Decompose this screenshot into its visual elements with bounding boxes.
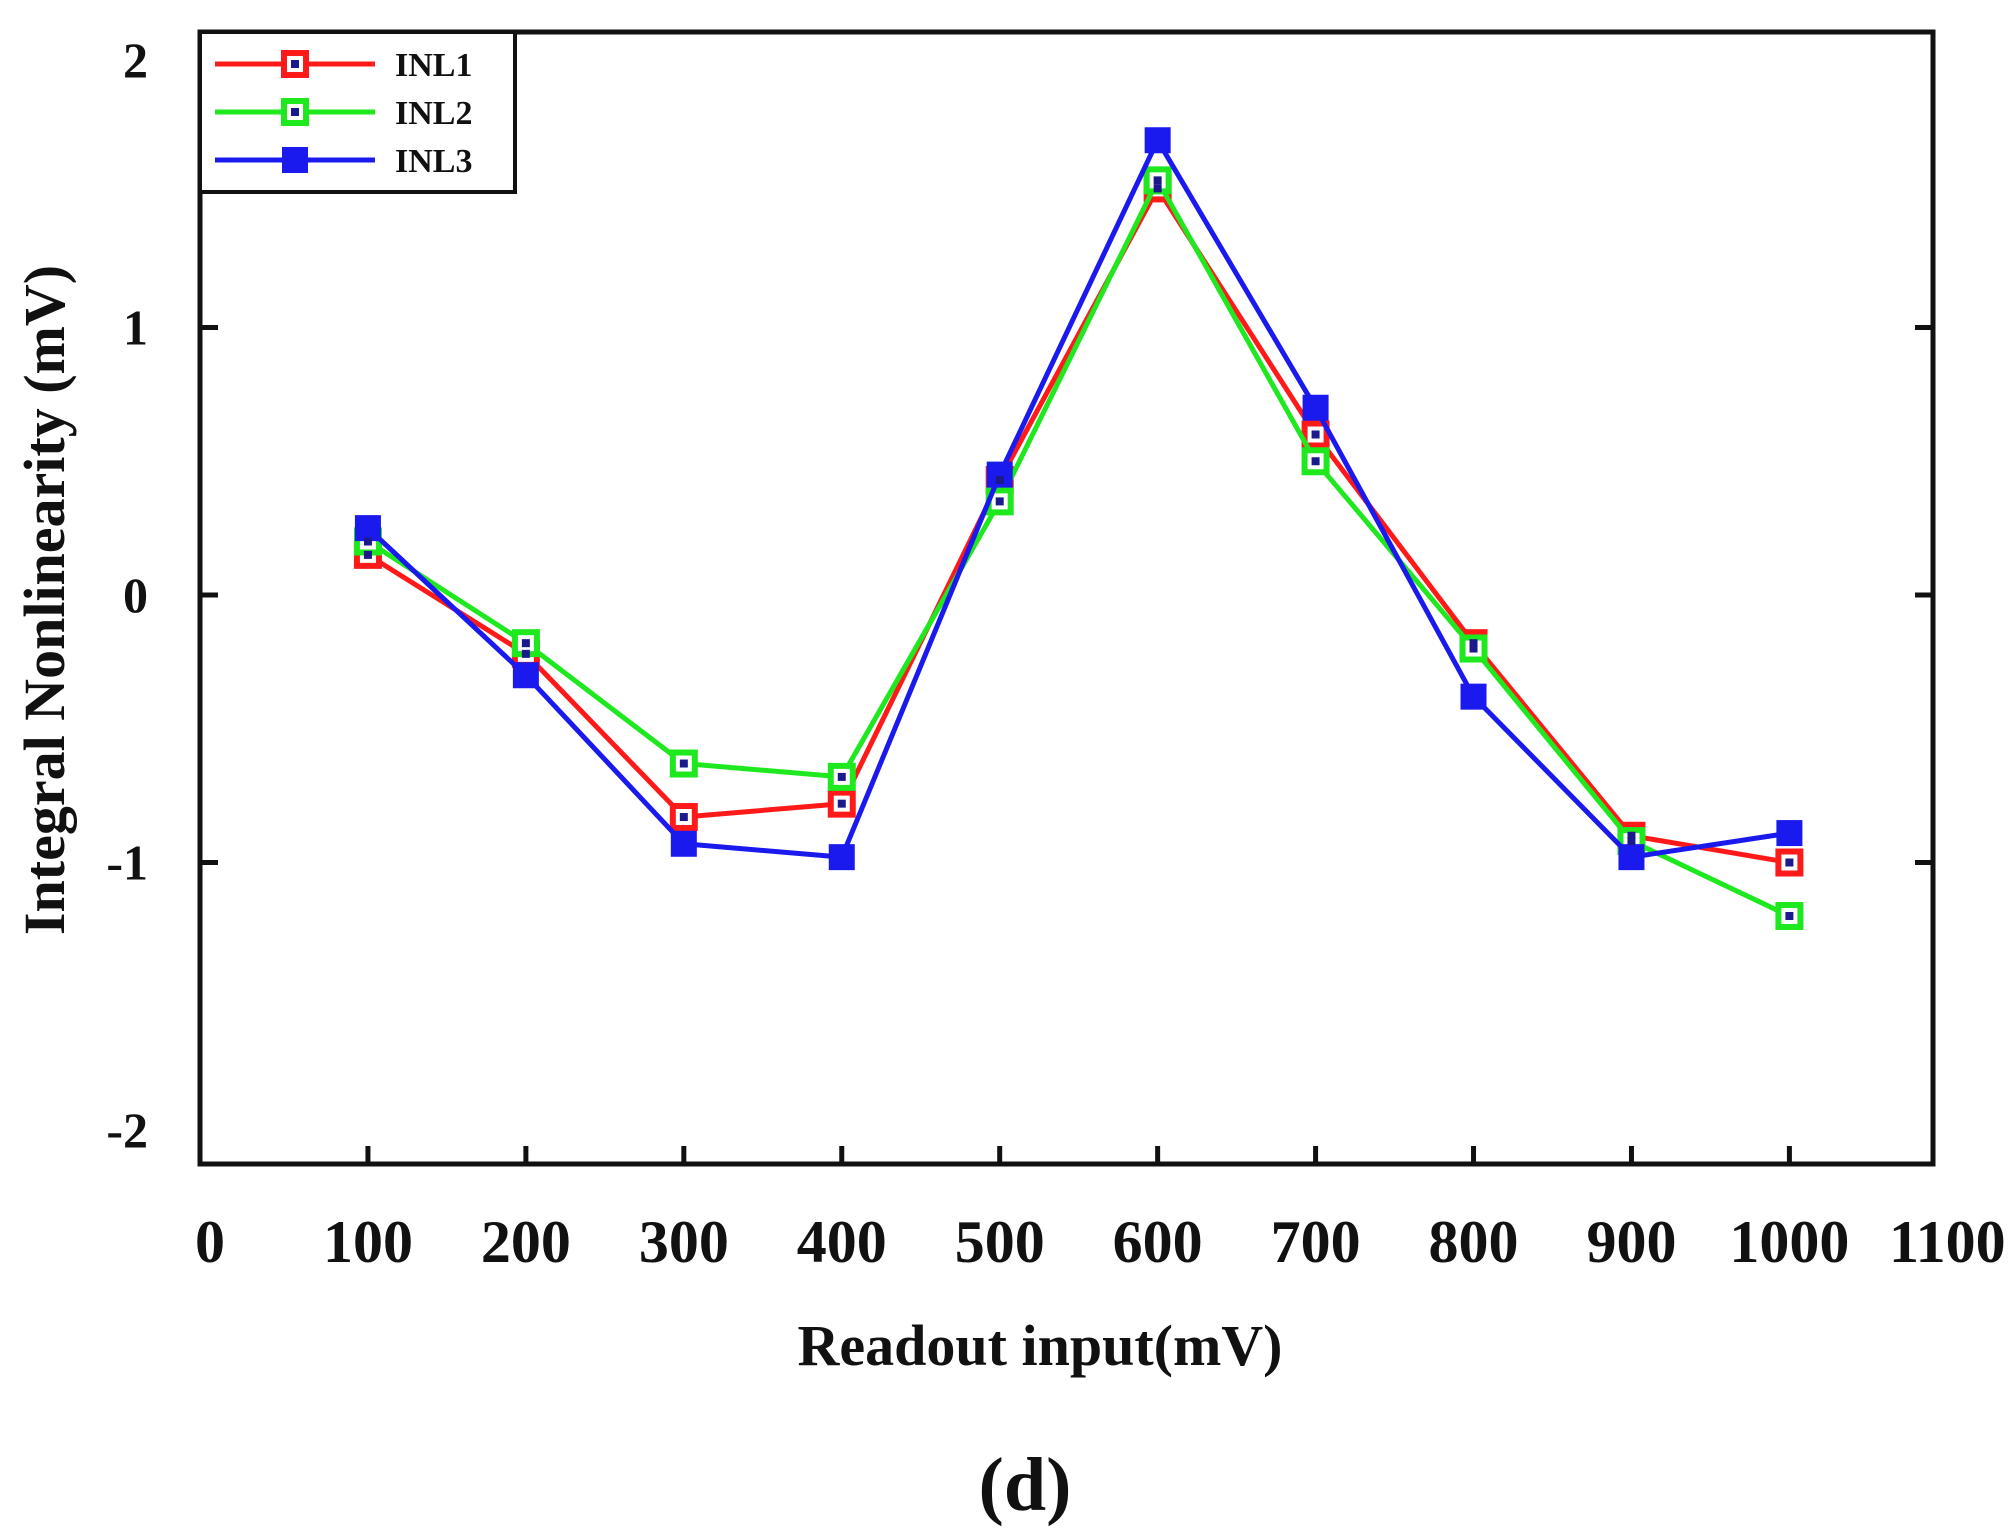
data-point-center-inl2 — [1311, 457, 1320, 466]
data-point-center-inl1 — [1311, 430, 1320, 439]
data-point-center-inl2 — [1627, 837, 1636, 846]
x-tick-label: 1000 — [1729, 1209, 1849, 1275]
data-point-inl3 — [512, 662, 539, 689]
y-tick-label: 1 — [123, 300, 148, 356]
x-tick-label: 900 — [1586, 1209, 1676, 1275]
data-point-inl3 — [828, 844, 855, 871]
data-point-center-inl2 — [363, 537, 372, 546]
x-tick-label: 800 — [1429, 1209, 1519, 1275]
legend-label: INL2 — [395, 95, 472, 132]
data-point-center-inl1 — [679, 813, 688, 822]
x-tick-label: 600 — [1113, 1209, 1203, 1275]
legend-items: INL1 INL2 INL3 — [215, 47, 472, 180]
series-line-inl2 — [366, 177, 1791, 919]
data-point-inl3 — [1618, 844, 1645, 871]
legend-swatch-center — [291, 60, 299, 68]
legend-swatch-center — [291, 108, 299, 116]
data-point-inl3 — [354, 515, 381, 542]
legend-label: INL1 — [395, 47, 472, 84]
series-inl2 — [353, 166, 1804, 930]
data-point-center-inl1 — [363, 550, 372, 559]
x-tick-label: 500 — [955, 1209, 1045, 1275]
data-point-center-inl1 — [995, 475, 1004, 484]
data-point-center-inl1 — [1627, 831, 1636, 840]
data-point-center-inl2 — [837, 772, 846, 781]
x-tick-label: 0 — [195, 1209, 225, 1275]
data-point-inl3 — [1776, 820, 1803, 847]
data-point-inl3 — [670, 830, 697, 857]
x-tick-label: 700 — [1271, 1209, 1361, 1275]
data-point-center-inl2 — [521, 639, 530, 648]
data-point-center-inl2 — [995, 497, 1004, 506]
y-tick-label: 2 — [123, 32, 148, 88]
data-point-inl3 — [1144, 127, 1171, 154]
y-tick-label: -2 — [106, 1102, 148, 1158]
y-tick-label: -1 — [106, 835, 148, 891]
legend-swatch-marker — [282, 147, 308, 173]
data-point-center-inl1 — [1785, 858, 1794, 867]
y-tick-label: 0 — [123, 567, 148, 623]
data-point-center-inl2 — [1469, 644, 1478, 653]
data-point-center-inl1 — [521, 649, 530, 658]
series-line-inl1 — [366, 185, 1790, 865]
x-tick-label: 400 — [797, 1209, 887, 1275]
legend: INL1 INL2 INL3 — [198, 30, 517, 194]
data-point-inl3 — [1460, 683, 1487, 710]
x-tick-label: 200 — [481, 1209, 571, 1275]
data-series — [353, 127, 1804, 930]
plot-frame — [197, 29, 1936, 1167]
data-point-center-inl1 — [1469, 639, 1478, 648]
panel-label: (d) — [979, 1443, 1072, 1527]
series-inl1 — [353, 174, 1804, 877]
x-tick-label: 100 — [323, 1209, 413, 1275]
x-tick-label: 1100 — [1889, 1209, 2006, 1275]
data-point-center-inl2 — [1785, 912, 1794, 920]
data-point-center-inl1 — [1153, 184, 1162, 193]
data-point-center-inl2 — [679, 759, 688, 768]
data-point-center-inl2 — [1153, 176, 1162, 185]
series-inl3 — [354, 127, 1803, 871]
axis-ticks: 2 1 0 -1 -2 0 100 200 300 400 500 600 700 800 900 1000 1… — [106, 32, 2005, 1275]
y-axis-label: Integral Nonlinearity (mV) — [12, 265, 77, 935]
data-point-inl3 — [1302, 394, 1329, 421]
series-line-inl3 — [366, 137, 1790, 860]
legend-label: INL3 — [395, 143, 472, 180]
x-axis-label: Readout input(mV) — [798, 1313, 1283, 1378]
x-tick-label: 300 — [639, 1209, 729, 1275]
data-point-center-inl1 — [837, 799, 846, 808]
